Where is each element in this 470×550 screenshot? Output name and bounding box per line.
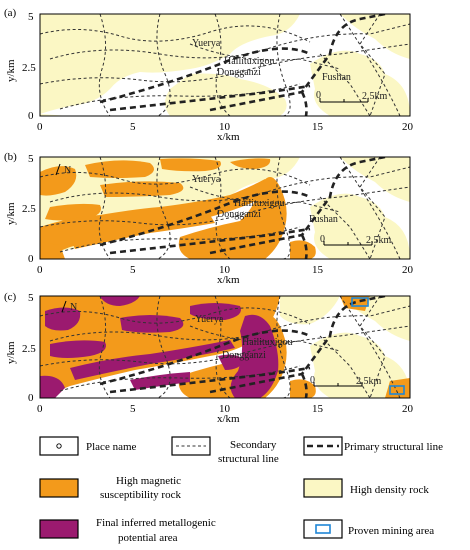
y-tick: 2.5 bbox=[22, 203, 36, 215]
scale-label: 2.5km bbox=[356, 376, 382, 387]
place-name: Yuerya bbox=[192, 38, 221, 49]
panel-label: (a) bbox=[4, 7, 17, 19]
panel-c bbox=[39, 295, 411, 399]
legend-magnetic-2: susceptibility rock bbox=[100, 489, 181, 501]
x-tick: 5 bbox=[130, 264, 136, 276]
y-tick: 0 bbox=[28, 392, 34, 404]
x-tick: 0 bbox=[37, 121, 43, 133]
x-axis-label: x/km bbox=[217, 131, 240, 143]
x-tick: 5 bbox=[130, 121, 136, 133]
place-name: Fushan bbox=[309, 214, 338, 225]
panel-a bbox=[39, 13, 411, 117]
x-tick: 0 bbox=[37, 264, 43, 276]
x-axis-label: x/km bbox=[217, 274, 240, 286]
place-name: Hailituxigou bbox=[224, 56, 275, 67]
legend-mining: Proven mining area bbox=[348, 525, 434, 537]
y-tick: 0 bbox=[28, 253, 34, 265]
svg-text:N: N bbox=[70, 302, 77, 313]
y-tick: 0 bbox=[28, 110, 34, 122]
place-name: Dongganzi bbox=[222, 350, 266, 361]
x-tick: 20 bbox=[402, 264, 414, 276]
x-tick: 10 bbox=[219, 264, 231, 276]
legend-potential-2: potential area bbox=[118, 532, 178, 544]
y-tick: 5 bbox=[28, 11, 34, 23]
legend-primary-line: Primary structural line bbox=[344, 441, 443, 453]
scale-label: 2.5km bbox=[366, 235, 392, 246]
north-arrow: N bbox=[55, 163, 71, 176]
place-name: Dongganzi bbox=[217, 67, 261, 78]
panel-b bbox=[39, 156, 411, 260]
scale-zero: 0 bbox=[310, 375, 315, 386]
x-tick: 5 bbox=[130, 403, 136, 415]
x-tick: 10 bbox=[219, 121, 231, 133]
y-axis-label: y/km bbox=[5, 59, 17, 82]
mining-area bbox=[389, 385, 405, 395]
legend-place-name: Place name bbox=[86, 441, 137, 453]
place-name: Hailituxigou bbox=[234, 198, 285, 209]
scale-bar: 0 2.5km bbox=[310, 375, 382, 387]
legend-potential: Final inferred metallogenic bbox=[96, 517, 216, 529]
legend-magnetic: High magnetic bbox=[116, 475, 181, 487]
x-axis-label: x/km bbox=[217, 413, 240, 425]
place-name: Dongganzi bbox=[217, 209, 261, 220]
panel-label: (b) bbox=[4, 151, 17, 163]
x-tick: 20 bbox=[402, 403, 414, 415]
legend-density: High density rock bbox=[350, 484, 429, 496]
place-name: Yuerya bbox=[195, 314, 224, 325]
scale-zero: 0 bbox=[316, 90, 321, 101]
legend-secondary-line: Secondary bbox=[230, 439, 277, 451]
magnetic-swatch bbox=[39, 478, 79, 498]
scale-label: 2.5km bbox=[362, 91, 388, 102]
y-axis-label: y/km bbox=[5, 202, 17, 225]
density-swatch bbox=[303, 478, 343, 498]
legend: Place name Secondary structural line Pri… bbox=[39, 436, 443, 544]
x-tick: 15 bbox=[312, 121, 324, 133]
x-tick: 0 bbox=[37, 403, 43, 415]
scale-bar: 0 2.5km bbox=[316, 90, 388, 103]
place-symbol-icon bbox=[56, 443, 62, 449]
scale-bar: 0 2.5km bbox=[320, 234, 392, 246]
legend-secondary-line-2: structural line bbox=[218, 453, 279, 465]
x-tick: 20 bbox=[402, 121, 414, 133]
y-tick: 2.5 bbox=[22, 343, 36, 355]
place-name: Hailituxigou bbox=[242, 337, 293, 348]
density-layer bbox=[40, 14, 410, 116]
panel-label: (c) bbox=[4, 291, 17, 303]
x-tick: 15 bbox=[312, 403, 324, 415]
y-tick: 2.5 bbox=[22, 62, 36, 74]
place-name: Fushan bbox=[322, 72, 351, 83]
north-arrow: N bbox=[61, 300, 77, 313]
x-tick: 10 bbox=[219, 403, 231, 415]
y-tick: 5 bbox=[28, 292, 34, 304]
mining-area bbox=[351, 297, 369, 307]
y-tick: 5 bbox=[28, 153, 34, 165]
scale-zero: 0 bbox=[320, 234, 325, 245]
x-tick: 15 bbox=[312, 264, 324, 276]
potential-swatch bbox=[39, 519, 79, 539]
place-name: Yuerya bbox=[192, 174, 221, 185]
mining-area-icon bbox=[315, 524, 331, 534]
y-axis-label: y/km bbox=[5, 341, 17, 364]
svg-text:N: N bbox=[64, 165, 71, 176]
